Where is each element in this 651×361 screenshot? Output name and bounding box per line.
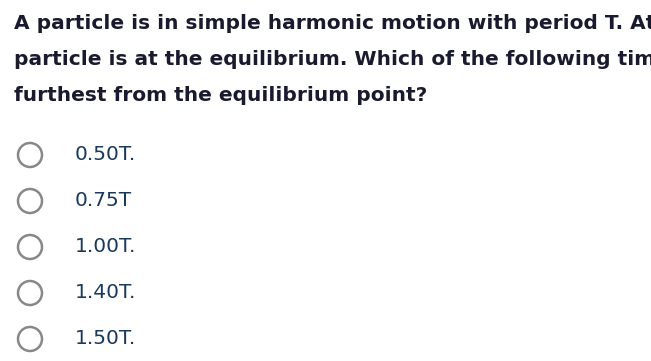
Text: 0.75T: 0.75T	[75, 191, 132, 210]
Text: A particle is in simple harmonic motion with period T. At time t = 0, the: A particle is in simple harmonic motion …	[14, 14, 651, 33]
Text: 1.00T.: 1.00T.	[75, 238, 136, 257]
Text: 0.50T.: 0.50T.	[75, 145, 136, 165]
Text: 1.50T.: 1.50T.	[75, 330, 136, 348]
Text: furthest from the equilibrium point?: furthest from the equilibrium point?	[14, 86, 427, 105]
Text: particle is at the equilibrium. Which of the following times is the particle: particle is at the equilibrium. Which of…	[14, 50, 651, 69]
Text: 1.40T.: 1.40T.	[75, 283, 136, 303]
